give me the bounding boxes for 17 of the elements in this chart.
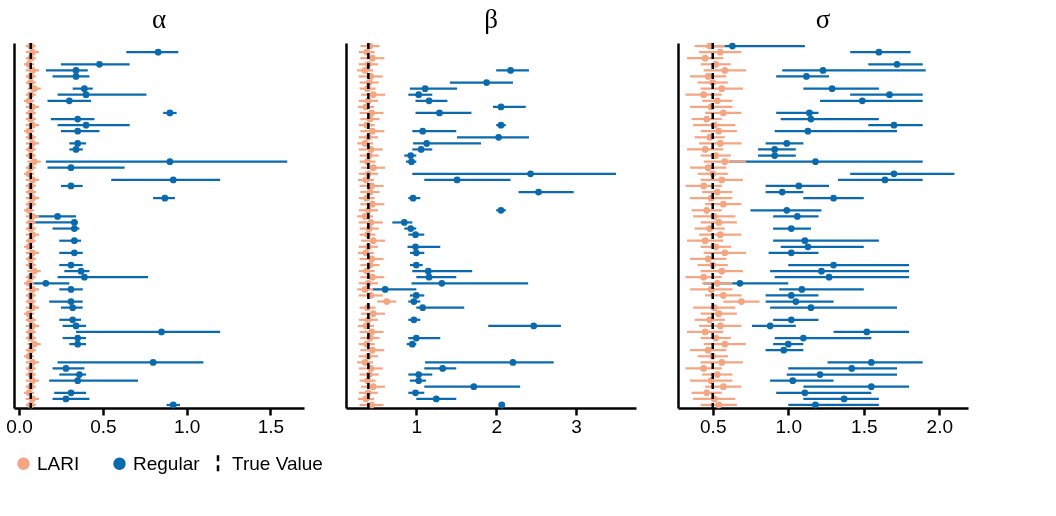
x-tick-label: 1	[411, 415, 423, 437]
x-tick-label: 0.5	[90, 415, 117, 437]
x-tick-label: 1.5	[257, 415, 285, 437]
chart-title: β	[484, 3, 498, 34]
legend-label: True Value	[232, 453, 323, 474]
chart-title: σ	[815, 3, 831, 34]
x-tick-label: 0.5	[700, 415, 727, 437]
x-tick-label: 1.5	[851, 415, 878, 437]
chart-title: α	[151, 3, 167, 34]
legend-label: Regular	[133, 452, 201, 474]
x-tick-label: 2	[491, 415, 502, 437]
x-tick-label: 1.0	[775, 415, 802, 437]
x-tick-label: 1.0	[173, 415, 201, 437]
legend-label: LARI	[37, 452, 80, 474]
x-tick-label: 3	[571, 415, 582, 437]
x-tick-label: 2.0	[926, 415, 954, 437]
x-tick-label: 0.0	[6, 415, 33, 437]
